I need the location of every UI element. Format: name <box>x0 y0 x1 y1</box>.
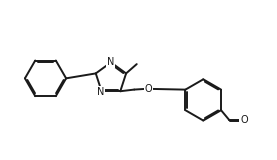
Text: N: N <box>97 87 105 97</box>
Text: O: O <box>144 84 152 94</box>
Text: O: O <box>240 115 248 125</box>
Text: N: N <box>107 57 114 67</box>
